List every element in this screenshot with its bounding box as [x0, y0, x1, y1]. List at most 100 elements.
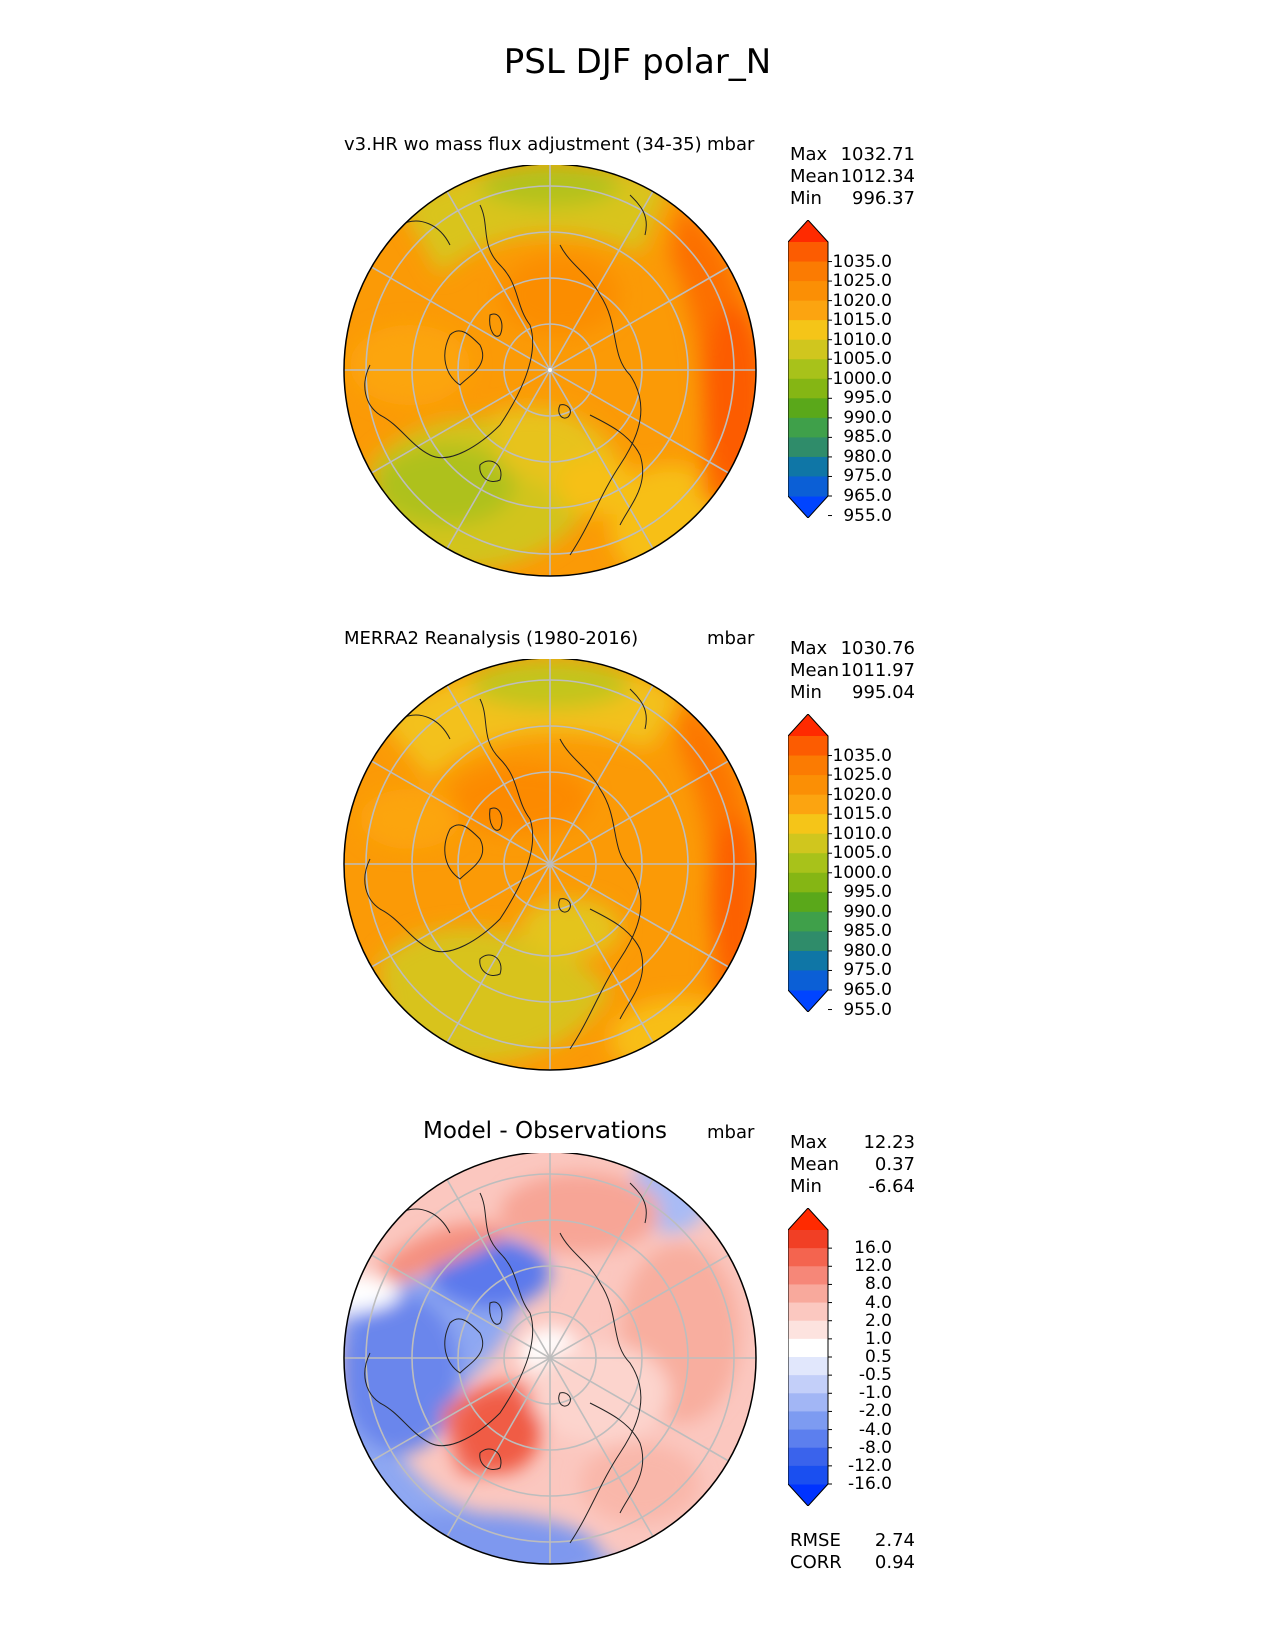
colorbar-tick-label: 1025.0 — [832, 765, 892, 786]
colorbar-extend-min — [788, 990, 828, 1012]
colorbar-tick-label: 1035.0 — [832, 745, 892, 766]
colorbar-tick-label: 990.0 — [843, 901, 892, 922]
colorbar-segment — [788, 398, 828, 419]
colorbar-tick-label: 1010.0 — [832, 329, 892, 350]
panel-3-polar-map — [343, 1153, 757, 1565]
colorbar-segment — [788, 755, 828, 776]
colorbar-segment — [788, 736, 828, 757]
colorbar-tick-label: 1000.0 — [832, 862, 892, 883]
panel-2-colorbar — [788, 714, 832, 1012]
colorbar-segment — [788, 437, 828, 458]
colorbar-tick-label: 1.0 — [864, 1328, 892, 1349]
colorbar-segment — [788, 1447, 828, 1467]
colorbar-segment — [788, 1393, 828, 1412]
colorbar-tick-label: 1015.0 — [832, 804, 892, 825]
colorbar-segment — [788, 1302, 828, 1322]
colorbar-segment — [788, 320, 828, 341]
colorbar-tick-label: 955.0 — [843, 999, 892, 1020]
colorbar-tick-label: -12.0 — [848, 1455, 892, 1476]
stat-max: Max 12.23 — [790, 1132, 915, 1153]
colorbar-segment — [788, 378, 828, 399]
panel-3-colorbar — [788, 1208, 832, 1506]
panel-2-units: mbar — [707, 628, 755, 649]
colorbar-tick-label: 1000.0 — [832, 368, 892, 389]
colorbar-segment — [788, 814, 828, 835]
colorbar-extend-min — [788, 496, 828, 518]
panel-3-units: mbar — [707, 1122, 755, 1143]
panel-3-metrics: RMSE 2.74 CORR 0.94 — [790, 1530, 915, 1574]
panel-2-polar-map — [343, 659, 757, 1071]
colorbar-tick-label: 0.5 — [864, 1347, 892, 1367]
colorbar-segment — [788, 417, 828, 438]
colorbar-tick-label: 16.0 — [854, 1238, 892, 1259]
colorbar-segment — [788, 892, 828, 913]
colorbar-segment — [788, 1357, 828, 1376]
colorbar-segment — [788, 339, 828, 360]
colorbar-segment — [788, 359, 828, 380]
colorbar-tick-label: 975.0 — [843, 960, 892, 981]
colorbar-tick-label: 995.0 — [843, 388, 892, 409]
colorbar-tick-label: 955.0 — [843, 505, 892, 526]
colorbar-segment — [788, 281, 828, 302]
colorbar-tick-label: 965.0 — [843, 486, 892, 506]
colorbar-tick-label: 1010.0 — [832, 823, 892, 844]
colorbar-segment — [788, 1411, 828, 1431]
colorbar-tick-label: 995.0 — [843, 882, 892, 903]
colorbar-tick-label: 2.0 — [864, 1310, 892, 1331]
colorbar-tick-label: 980.0 — [843, 940, 892, 961]
colorbar-tick-label: -1.0 — [858, 1383, 892, 1404]
colorbar-tick-label: 1020.0 — [832, 290, 892, 311]
colorbar-segment — [788, 1230, 828, 1249]
colorbar-tick-label: 975.0 — [843, 466, 892, 487]
panel-1-title: v3.HR wo mass flux adjustment (34-35) — [344, 134, 702, 155]
stat-min: Min 996.37 — [790, 188, 915, 209]
colorbar-tick-label: -8.0 — [858, 1437, 892, 1458]
colorbar-tick-label: -0.5 — [858, 1365, 892, 1386]
panel-1-stats: Max 1032.71 Mean 1012.34 Min 996.37 — [790, 144, 915, 210]
stat-min: Min -6.64 — [790, 1176, 915, 1197]
colorbar-tick-label: 1005.0 — [832, 349, 892, 370]
colorbar-tick-label: 1015.0 — [832, 310, 892, 331]
colorbar-tick-label: -16.0 — [848, 1474, 892, 1494]
colorbar-segment — [788, 1375, 828, 1394]
colorbar-extend-max — [788, 1208, 828, 1230]
colorbar-segment — [788, 950, 828, 971]
panel-2-title: MERRA2 Reanalysis (1980-2016) — [344, 628, 639, 649]
colorbar-extend-min — [788, 1484, 828, 1506]
colorbar-segment — [788, 476, 828, 497]
colorbar-segment — [788, 261, 828, 282]
panel-1-colorbar — [788, 220, 832, 518]
metric-corr: CORR 0.94 — [790, 1552, 915, 1573]
colorbar-segment — [788, 911, 828, 932]
colorbar-segment — [788, 833, 828, 854]
stat-min: Min 995.04 — [790, 682, 915, 703]
panel-1-units: mbar — [707, 134, 755, 155]
panel-2-stats: Max 1030.76 Mean 1011.97 Min 995.04 — [790, 638, 915, 704]
colorbar-extend-max — [788, 220, 828, 242]
colorbar-segment — [788, 775, 828, 796]
colorbar-tick-label: -4.0 — [858, 1419, 892, 1440]
colorbar-tick-label: 985.0 — [843, 921, 892, 942]
panel-3-stats: Max 12.23 Mean 0.37 Min -6.64 — [790, 1132, 915, 1198]
colorbar-segment — [788, 300, 828, 321]
colorbar-tick-label: 8.0 — [864, 1274, 892, 1295]
colorbar-segment — [788, 242, 828, 263]
colorbar-segment — [788, 1284, 828, 1304]
colorbar-segment — [788, 1465, 828, 1485]
colorbar-tick-label: 1005.0 — [832, 843, 892, 864]
colorbar-tick-label: 980.0 — [843, 446, 892, 467]
colorbar-segment — [788, 1338, 828, 1358]
colorbar-segment — [788, 931, 828, 952]
colorbar-segment — [788, 456, 828, 477]
stat-max: Max 1030.76 — [790, 638, 915, 659]
colorbar-tick-label: 985.0 — [843, 427, 892, 448]
colorbar-segment — [788, 1320, 828, 1340]
stat-mean: Mean 1011.97 — [790, 660, 915, 681]
colorbar-segment — [788, 853, 828, 874]
stat-max: Max 1032.71 — [790, 144, 915, 165]
colorbar-tick-label: 1020.0 — [832, 784, 892, 805]
panel-3-title: Model - Observations — [423, 1118, 668, 1144]
stat-mean: Mean 0.37 — [790, 1154, 915, 1175]
figure-title: PSL DJF polar_N — [503, 42, 772, 82]
colorbar-tick-label: -2.0 — [858, 1401, 892, 1422]
